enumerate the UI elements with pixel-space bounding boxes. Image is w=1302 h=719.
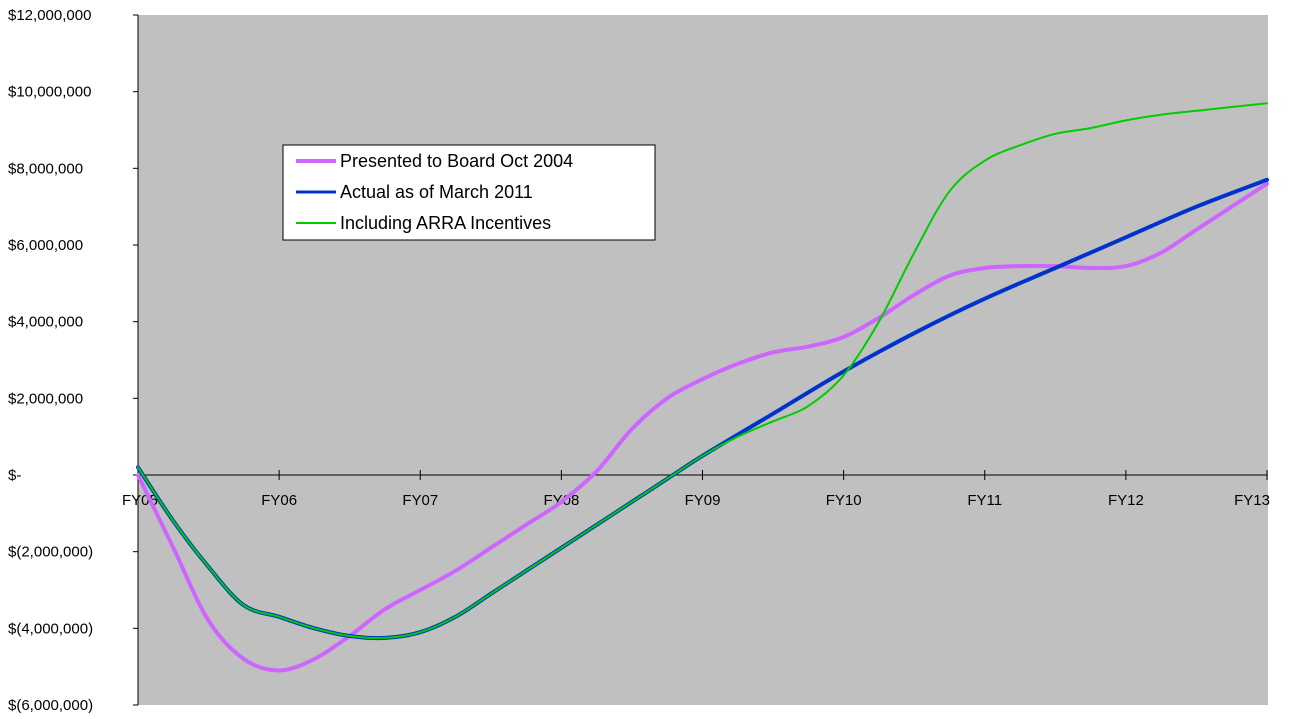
legend: Presented to Board Oct 2004 Actual as of… [282,144,656,241]
series-lines [136,102,1269,673]
x-tick-label: FY10 [826,492,862,509]
y-tick-label: $6,000,000 [8,237,83,254]
legend-box [282,144,656,241]
y-tick-label: $- [8,467,21,484]
y-tick-label: $8,000,000 [8,160,83,177]
y-tick-label: $(2,000,000) [8,544,93,561]
series-line-presented [136,181,1269,673]
y-tick-label: $10,000,000 [8,84,91,101]
x-tick-label: FY06 [261,492,297,509]
y-tick-label: $(6,000,000) [8,697,93,714]
y-tick-label: $4,000,000 [8,314,83,331]
plot-area [138,15,1268,705]
y-axis-ticks: $12,000,000 $10,000,000 $8,000,000 $6,000,0… [8,7,138,714]
x-tick-label: FY12 [1108,492,1144,509]
legend-label-2: Including ARRA Incentives [340,213,551,233]
y-tick-label: $(4,000,000) [8,620,93,637]
series-line-arra [137,102,1268,640]
x-tick-label: FY13 [1234,492,1270,509]
x-tick-label: FY07 [402,492,438,509]
legend-label-1: Actual as of March 2011 [340,182,533,202]
legend-label-0: Presented to Board Oct 2004 [340,151,573,171]
x-tick-label: FY09 [685,492,721,509]
y-tick-label: $12,000,000 [8,7,91,24]
x-tick-label: FY11 [967,492,1002,509]
y-tick-label: $2,000,000 [8,390,83,407]
